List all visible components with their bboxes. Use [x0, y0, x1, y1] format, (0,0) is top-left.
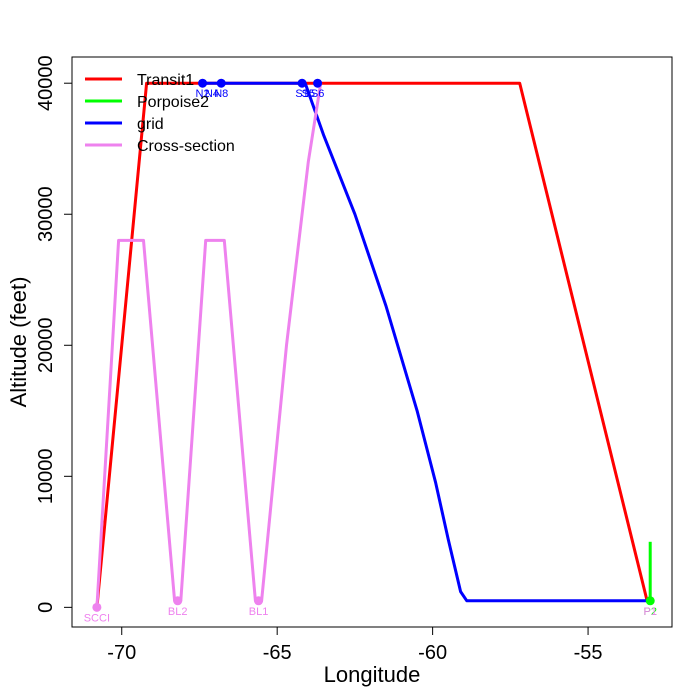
legend-label-porpoise2: Porpoise2: [137, 94, 209, 111]
x-tick-label: -65: [263, 642, 292, 664]
point-label-bl1: BL1: [249, 606, 269, 618]
marker-s1: [297, 78, 307, 88]
y-tick-label: 0: [35, 602, 57, 613]
plot-area-frame: [71, 56, 673, 628]
legend-label-cross-section: Cross-section: [137, 138, 235, 155]
y-tick-label: 30000: [35, 186, 57, 242]
series-layer: [95, 81, 652, 608]
point-label-p1: P1: [644, 606, 657, 618]
x-tick-label: -60: [418, 642, 447, 664]
y-axis-title: Altitude (feet): [6, 277, 31, 408]
point-label-s6: S6: [311, 88, 324, 100]
series-line-transit1: [95, 81, 649, 608]
marker-n8: [216, 78, 226, 88]
marker-n2: [198, 78, 208, 88]
x-axis-title: Longitude: [324, 662, 421, 687]
marker-p2: [645, 596, 655, 606]
series-line-grid: [202, 81, 648, 603]
marker-bl1: [254, 596, 264, 606]
legend-label-grid: grid: [137, 116, 164, 133]
point-label-n4: N4: [205, 88, 219, 100]
x-tick-label: -55: [574, 642, 603, 664]
point-label-bl2: BL2: [168, 606, 188, 618]
legend-label-transit1: Transit1: [137, 72, 194, 89]
x-axis: -70 -65 -60 -55: [107, 627, 603, 664]
point-label-s1: S1: [295, 88, 308, 100]
marker-bl2: [173, 596, 183, 606]
y-tick-label: 40000: [35, 55, 57, 111]
point-label-scci: SCCI: [84, 612, 110, 624]
x-tick-label: -70: [107, 642, 136, 664]
point-label-p2: P2: [644, 606, 657, 618]
y-axis: 0 10000 20000 30000 40000: [35, 55, 72, 613]
series-line-cross-section: [95, 82, 323, 608]
marker-scci: [92, 602, 102, 612]
marker-s6: [313, 78, 323, 88]
point-label-n8: N8: [214, 88, 228, 100]
point-label-n2: N2: [196, 88, 210, 100]
point-label-s5: S5: [302, 88, 315, 100]
legend: Transit1 Porpoise2 grid Cross-section: [85, 72, 235, 155]
y-tick-label: 20000: [35, 317, 57, 373]
y-tick-label: 10000: [35, 448, 57, 504]
